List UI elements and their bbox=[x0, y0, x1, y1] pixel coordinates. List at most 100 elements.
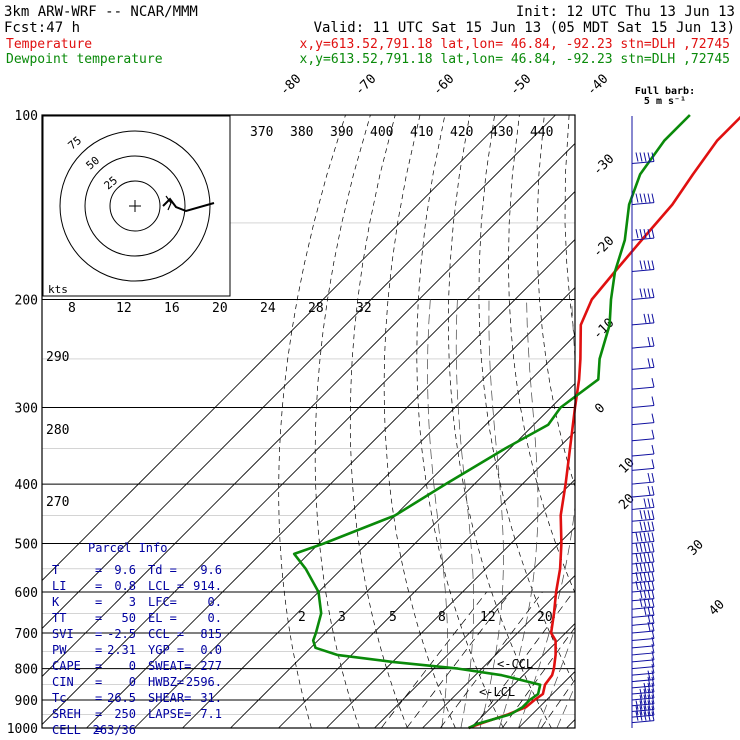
wind-barb-flag bbox=[639, 694, 643, 704]
isotherm--110 bbox=[42, 115, 508, 582]
wind-barb bbox=[631, 366, 655, 370]
parcel-info-value: 9.6 bbox=[114, 563, 136, 577]
isotherm--80 bbox=[42, 190, 575, 726]
dry-adiabat-390 bbox=[693, 115, 740, 728]
wind-barb-flag bbox=[647, 706, 651, 716]
dry-adiabat-280 bbox=[383, 115, 456, 728]
isotherm-label: -30 bbox=[590, 152, 617, 179]
parcel-info-key: CIN bbox=[52, 675, 74, 689]
wind-barb bbox=[631, 518, 655, 522]
wind-barb-flag bbox=[647, 532, 651, 542]
dry-adiabat-400 bbox=[718, 115, 740, 728]
wind-barb-flag bbox=[635, 711, 639, 721]
parcel-info-key: T bbox=[52, 563, 59, 577]
dry-adiabat-320 bbox=[508, 115, 575, 594]
isotherm--40 bbox=[230, 382, 575, 728]
wind-barb bbox=[631, 297, 655, 301]
thetae-label: 8 bbox=[68, 301, 76, 316]
wind-barb bbox=[631, 652, 655, 656]
dry-adiabat-290 bbox=[416, 115, 504, 728]
theta-left-label: 270 bbox=[46, 495, 69, 510]
mixing-ratio-label: 12 bbox=[480, 610, 496, 625]
wind-barb-flag bbox=[639, 589, 643, 599]
wind-barb-flag bbox=[639, 193, 643, 203]
isotherm-label: -40 bbox=[584, 72, 611, 99]
theta-label: 440 bbox=[530, 125, 553, 140]
wind-barb bbox=[631, 679, 655, 683]
wind-barb bbox=[631, 530, 655, 534]
wind-barb-flag bbox=[651, 472, 655, 483]
wind-barb-flag bbox=[647, 313, 651, 324]
isotherm-40 bbox=[615, 115, 740, 728]
theta-label: 420 bbox=[450, 125, 473, 140]
parcel-info-value2: 914. bbox=[193, 579, 222, 593]
parcel-info-eq: = bbox=[95, 595, 102, 609]
wind-barb bbox=[631, 494, 655, 498]
parcel-info-value: 263/36 bbox=[93, 723, 136, 737]
wind-barb-flag bbox=[643, 542, 647, 553]
dry-adiabat-260 bbox=[314, 115, 371, 728]
wind-barb bbox=[631, 467, 655, 471]
wind-barb-flag bbox=[639, 260, 643, 270]
wind-barb-flag bbox=[643, 598, 647, 608]
wind-barb bbox=[631, 691, 655, 695]
parcel-info-value2: 9.6 bbox=[200, 563, 222, 577]
wind-barb bbox=[631, 268, 655, 272]
wind-barb-flag bbox=[651, 664, 655, 674]
parcel-info-value: 26.5 bbox=[107, 691, 136, 705]
parcel-info-eq: = bbox=[95, 691, 102, 705]
wind-barb bbox=[631, 551, 655, 555]
wind-barb-flag bbox=[651, 650, 655, 660]
wind-barb-flag bbox=[643, 700, 647, 710]
parcel-info-key: Tc bbox=[52, 691, 66, 705]
theta-label: 430 bbox=[490, 125, 513, 140]
wind-barb bbox=[631, 161, 655, 165]
hodograph-ring-75 bbox=[59, 130, 211, 282]
isotherm-label: -60 bbox=[430, 72, 457, 99]
wind-barb-flag bbox=[647, 472, 651, 483]
isotherm--60 bbox=[134, 286, 575, 728]
thetae-label: 32 bbox=[356, 301, 372, 316]
wind-barb bbox=[631, 720, 655, 724]
theta-label: 390 bbox=[330, 125, 353, 140]
moist-adiabat-16 bbox=[498, 299, 539, 728]
parcel-info-value: 50 bbox=[122, 611, 136, 625]
wind-barb bbox=[631, 703, 655, 707]
wind-barb-flag bbox=[651, 629, 655, 639]
isotherm--70 bbox=[86, 238, 575, 728]
wind-barb-flag bbox=[651, 193, 655, 203]
wind-barb-flag bbox=[635, 552, 639, 563]
parcel-info-eq: = bbox=[95, 707, 102, 721]
parcel-info-value2: 31. bbox=[200, 691, 222, 705]
parcel-info-key: LI bbox=[52, 579, 66, 593]
dry-adiabat-270 bbox=[349, 115, 408, 728]
parcel-info-key: K bbox=[52, 595, 60, 609]
wind-barb-flag bbox=[647, 621, 651, 632]
temperature-legend: Temperature bbox=[6, 37, 92, 52]
wind-barb-flag bbox=[639, 562, 643, 572]
wind-barb-flag bbox=[647, 606, 651, 616]
parcel-info-key: CAPE bbox=[52, 659, 81, 673]
parcel-info-value: -2.5 bbox=[107, 627, 136, 641]
dry-adiabat-380 bbox=[669, 115, 740, 728]
pressure-label-400: 400 bbox=[15, 478, 38, 493]
wind-barb-flag bbox=[647, 542, 651, 553]
wind-barb-flag bbox=[639, 706, 643, 716]
parcel-info-eq: = bbox=[95, 723, 102, 737]
parcel-info-key2: EL = bbox=[148, 611, 177, 625]
parcel-info-eq: = bbox=[95, 563, 102, 577]
dry-adiabat-370 bbox=[644, 115, 740, 728]
wind-barb-flag bbox=[643, 571, 647, 582]
parcel-info-eq: = bbox=[95, 627, 102, 641]
parcel-info-value2: 2596. bbox=[186, 675, 222, 689]
thetae-label: 12 bbox=[116, 301, 132, 316]
parcel-info-key2: HWBZ= bbox=[148, 675, 184, 689]
wind-barb-flag bbox=[643, 694, 647, 704]
wind-barb-flag bbox=[651, 589, 655, 599]
isotherm--100 bbox=[42, 115, 556, 630]
wind-barb-flag bbox=[651, 580, 655, 591]
wind-barb-flag bbox=[651, 682, 655, 693]
wind-barb-flag bbox=[639, 700, 643, 710]
wind-barb-flag bbox=[639, 711, 643, 721]
